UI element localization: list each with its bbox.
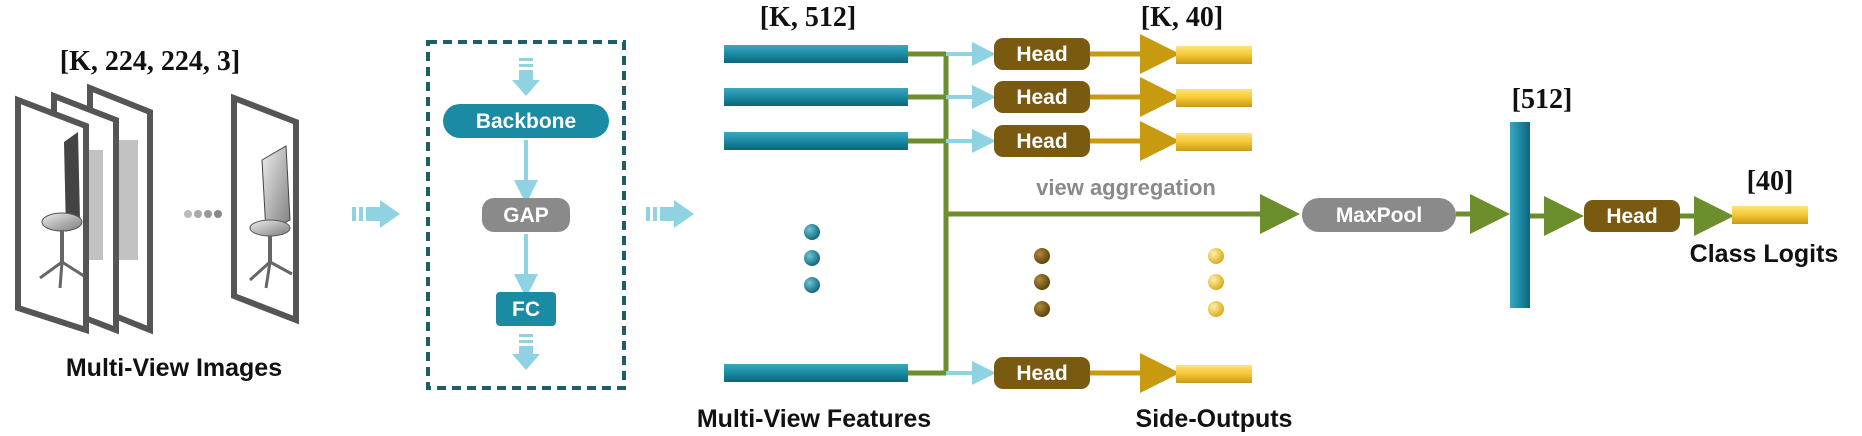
backbone-node — [443, 104, 609, 138]
class-logits-bar — [1732, 206, 1808, 224]
down-arrow-out — [512, 334, 540, 370]
head-row-2: Head — [994, 77, 1252, 117]
class-logits-caption: Class Logits — [1690, 240, 1839, 268]
view-image-1 — [15, 95, 89, 335]
down-arrow-in — [512, 58, 540, 96]
head-row-k: Head — [994, 353, 1252, 393]
head-label: Head — [1016, 130, 1067, 153]
input-shape-label: [K, 224, 224, 3] — [60, 46, 240, 77]
flow-arrow-1 — [352, 200, 400, 228]
side-output-shape-label: [K, 40] — [1141, 2, 1223, 33]
side-output-bar — [1176, 46, 1252, 64]
backbone-block-border — [426, 40, 626, 390]
flow-arrow-2 — [646, 200, 694, 228]
feature-bar-k — [724, 364, 908, 382]
gap-label: GAP — [503, 204, 549, 227]
fc-label: FC — [512, 298, 540, 321]
side-output-ellipsis — [1208, 248, 1224, 317]
side-output-bar — [1176, 133, 1252, 151]
head-node — [994, 81, 1090, 113]
head-row-3: Head — [994, 121, 1252, 161]
side-output-bar — [1176, 365, 1252, 383]
side-output-bar — [1176, 89, 1252, 107]
head-label: Head — [1016, 362, 1067, 385]
chair-icon — [39, 132, 85, 289]
features-caption: Multi-View Features — [697, 405, 931, 433]
head-row-1: Head — [994, 34, 1252, 74]
head-node — [994, 357, 1090, 389]
pooled-shape-label: [512] — [1512, 84, 1573, 115]
head-node — [994, 125, 1090, 157]
feature-ellipsis — [804, 224, 820, 293]
view-image-k — [231, 93, 299, 325]
gap-node — [482, 198, 570, 232]
feature-connectors — [908, 51, 949, 376]
fc-node — [496, 292, 556, 326]
head-label: Head — [1016, 86, 1067, 109]
feature-bar-1 — [724, 45, 908, 63]
backbone-label: Backbone — [476, 110, 576, 133]
view-aggregation-label: view aggregation — [1036, 175, 1216, 200]
maxpool-node — [1302, 198, 1456, 232]
feature-bar-3 — [724, 132, 908, 150]
head-label: Head — [1016, 43, 1067, 66]
input-caption: Multi-View Images — [66, 354, 282, 382]
maxpool-label: MaxPool — [1336, 204, 1422, 227]
final-head-label: Head — [1606, 205, 1657, 228]
head-input-arrows — [946, 42, 996, 385]
pooled-feature-bar — [1510, 122, 1530, 308]
ellipsis-dots — [184, 210, 222, 218]
head-node — [994, 38, 1090, 70]
head-ellipsis — [1034, 248, 1050, 317]
feature-bar-2 — [724, 88, 908, 106]
logits-shape-label: [40] — [1747, 166, 1794, 197]
side-outputs-caption: Side-Outputs — [1136, 405, 1293, 433]
features-shape-label: [K, 512] — [760, 2, 856, 33]
chair-icon — [248, 145, 293, 289]
final-head-node — [1584, 200, 1680, 232]
